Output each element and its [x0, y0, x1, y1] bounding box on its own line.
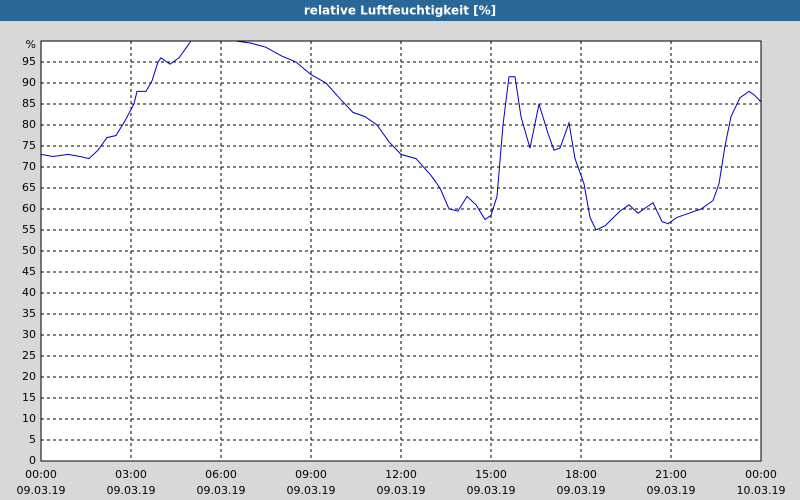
x-tick-date: 09.03.19: [647, 484, 696, 497]
x-tick-date: 09.03.19: [197, 484, 246, 497]
y-tick-label: 65: [22, 181, 36, 194]
x-tick-date: 10.03.19: [737, 484, 786, 497]
x-tick-label: 12:00: [385, 468, 417, 481]
x-tick-label: 21:00: [655, 468, 687, 481]
y-tick-label: 10: [22, 412, 36, 425]
y-tick-label: 20: [22, 370, 36, 383]
y-tick-label: 15: [22, 391, 36, 404]
chart-title: relative Luftfeuchtigkeit [%]: [304, 4, 496, 18]
y-tick-label: 60: [22, 202, 36, 215]
y-tick-label: 35: [22, 307, 36, 320]
y-tick-label: 95: [22, 55, 36, 68]
y-tick-label: 25: [22, 349, 36, 362]
x-tick-date: 09.03.19: [557, 484, 606, 497]
y-tick-label: 40: [22, 286, 36, 299]
title-bar: [0, 0, 800, 21]
x-tick-label: 03:00: [115, 468, 147, 481]
plot-border: [40, 40, 762, 462]
y-tick-label: 45: [22, 265, 36, 278]
x-tick-label: 09:00: [295, 468, 327, 481]
y-tick-label: 90: [22, 76, 36, 89]
x-tick-date: 09.03.19: [107, 484, 156, 497]
y-tick-label: %: [26, 38, 36, 51]
y-tick-label: 0: [29, 454, 36, 467]
x-tick-label: 00:00: [745, 468, 777, 481]
y-tick-label: 85: [22, 97, 36, 110]
y-tick-label: 50: [22, 244, 36, 257]
x-tick-date: 09.03.19: [17, 484, 66, 497]
y-tick-label: 55: [22, 223, 36, 236]
y-tick-label: 5: [29, 433, 36, 446]
y-tick-label: 80: [22, 118, 36, 131]
x-tick-date: 09.03.19: [467, 484, 516, 497]
y-tick-label: 75: [22, 139, 36, 152]
x-tick-date: 09.03.19: [377, 484, 426, 497]
data-line: [40, 40, 762, 231]
x-tick-label: 18:00: [565, 468, 597, 481]
y-tick-label: 70: [22, 160, 36, 173]
x-tick-label: 00:00: [25, 468, 57, 481]
x-tick-label: 15:00: [475, 468, 507, 481]
y-tick-label: 30: [22, 328, 36, 341]
x-tick-date: 09.03.19: [287, 484, 336, 497]
x-tick-label: 06:00: [205, 468, 237, 481]
